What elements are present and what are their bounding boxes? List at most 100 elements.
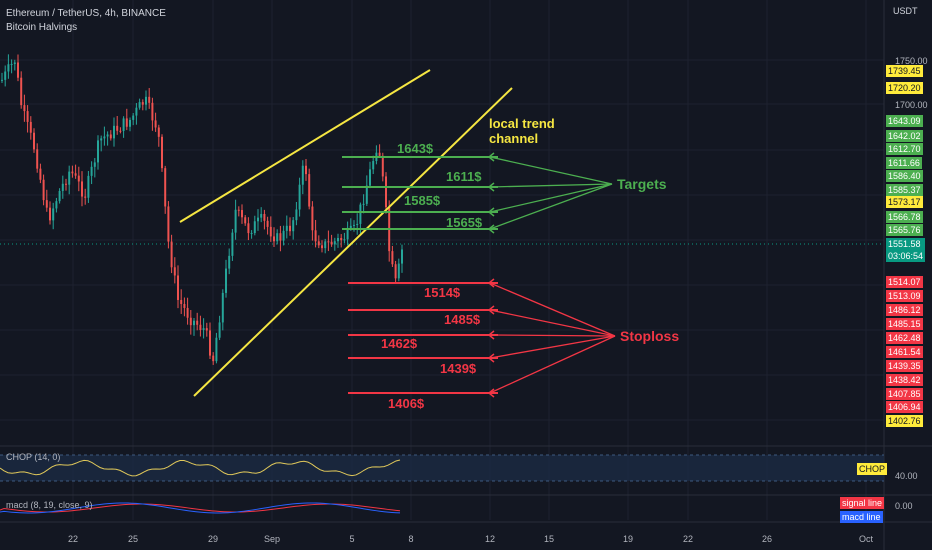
candle-body bbox=[301, 165, 304, 185]
candle-body bbox=[394, 264, 397, 279]
stop-pointer bbox=[489, 309, 616, 337]
price-label-red: 1514.07 bbox=[886, 276, 923, 288]
price-label-yellow: 1720.20 bbox=[886, 82, 923, 94]
candle-body bbox=[42, 179, 45, 201]
candle-body bbox=[346, 227, 349, 240]
candle-body bbox=[26, 111, 29, 122]
candle-body bbox=[132, 115, 135, 120]
price-label-green: 1611.66 bbox=[886, 157, 922, 169]
candle-body bbox=[391, 251, 394, 265]
stop-arrowhead bbox=[487, 330, 495, 340]
price-label-green: 1643.09 bbox=[886, 115, 923, 127]
candle-body bbox=[369, 169, 371, 186]
candle-body bbox=[113, 125, 115, 139]
candle-body bbox=[61, 183, 64, 191]
candle-body bbox=[209, 330, 211, 356]
candle-body bbox=[173, 267, 176, 276]
stop-price-text: 1462$ bbox=[381, 336, 418, 351]
chop-line bbox=[0, 459, 401, 477]
price-label-red: 1407.85 bbox=[886, 388, 923, 400]
macd-tick: 0.00 bbox=[895, 501, 913, 511]
candle-body bbox=[68, 171, 71, 185]
candle-body bbox=[145, 96, 147, 105]
candle-body bbox=[29, 121, 32, 133]
stop-pointer bbox=[489, 282, 616, 337]
candle-body bbox=[189, 317, 192, 326]
symbol-title[interactable]: Ethereum / TetherUS, 4h, BINANCE bbox=[6, 8, 166, 19]
candle-body bbox=[397, 263, 400, 279]
chop-badge: CHOP bbox=[857, 463, 888, 475]
time-axis-label: 8 bbox=[408, 534, 413, 544]
target-arrowhead bbox=[487, 152, 495, 162]
candle-body bbox=[119, 130, 122, 132]
candle-body bbox=[52, 208, 55, 221]
candle-body bbox=[157, 127, 160, 137]
target-arrowhead bbox=[487, 224, 495, 234]
stop-pointer bbox=[489, 335, 616, 394]
candle-body bbox=[138, 102, 141, 108]
target-pointer bbox=[489, 183, 613, 213]
candle-body bbox=[381, 155, 384, 177]
candle-body bbox=[289, 225, 291, 232]
candle-body bbox=[161, 136, 163, 169]
candles bbox=[1, 54, 403, 365]
macd-pane-title[interactable]: macd (8, 19, close, 9) bbox=[6, 500, 93, 510]
candle-body bbox=[282, 230, 285, 241]
candle-body bbox=[23, 105, 26, 112]
candle-body bbox=[333, 241, 336, 245]
price-label-green: 1642.02 bbox=[886, 130, 923, 142]
stoploss-label: Stoploss bbox=[620, 328, 679, 344]
price-label-red: 1462.48 bbox=[886, 332, 923, 344]
candle-body bbox=[279, 233, 282, 241]
target-pointer bbox=[489, 183, 613, 188]
candle-body bbox=[221, 292, 224, 323]
price-label-green: 1612.70 bbox=[886, 143, 923, 155]
candle-body bbox=[372, 161, 375, 170]
candle-body bbox=[228, 255, 231, 269]
time-axis-label: 5 bbox=[349, 534, 354, 544]
chop-pane-title[interactable]: CHOP (14, 0) bbox=[6, 452, 61, 462]
candle-body bbox=[212, 355, 215, 362]
signal-line-badge: signal line bbox=[840, 497, 885, 509]
candle-body bbox=[199, 324, 202, 330]
macd-line-badge: macd line bbox=[840, 511, 883, 523]
price-label-red: 1438.42 bbox=[886, 374, 923, 386]
stop-pointer bbox=[489, 334, 616, 337]
price-label-yellow: 1739.45 bbox=[886, 65, 923, 77]
currency-label[interactable]: USDT bbox=[893, 6, 918, 16]
candle-body bbox=[148, 96, 151, 103]
candle-body bbox=[4, 71, 7, 80]
candle-body bbox=[205, 328, 208, 331]
candle-body bbox=[154, 120, 157, 128]
candle-body bbox=[186, 307, 189, 318]
indicator-title[interactable]: Bitcoin Halvings bbox=[6, 22, 78, 33]
stop-price-text: 1406$ bbox=[388, 396, 425, 411]
candle-body bbox=[330, 241, 333, 245]
candle-body bbox=[20, 77, 23, 106]
candle-body bbox=[273, 236, 275, 242]
candle-body bbox=[250, 233, 253, 235]
candle-body bbox=[106, 134, 109, 137]
candle-body bbox=[237, 209, 240, 211]
price-tick: 1700.00 bbox=[895, 100, 928, 110]
candle-body bbox=[164, 168, 167, 207]
candle-body bbox=[225, 268, 227, 293]
candle-body bbox=[87, 175, 90, 198]
candle-body bbox=[129, 119, 131, 127]
candle-body bbox=[74, 173, 77, 176]
candle-body bbox=[349, 225, 352, 228]
time-axis-label: 26 bbox=[762, 534, 772, 544]
channel-lower-line bbox=[193, 87, 513, 397]
candle-body bbox=[55, 201, 58, 209]
candle-body bbox=[314, 230, 317, 242]
candle-body bbox=[141, 102, 144, 105]
candle-body bbox=[269, 226, 272, 237]
candle-body bbox=[81, 181, 83, 197]
stop-price-text: 1439$ bbox=[440, 361, 477, 376]
candle-body bbox=[253, 221, 256, 234]
time-axis-label: Oct bbox=[859, 534, 874, 544]
candle-body bbox=[183, 303, 186, 308]
